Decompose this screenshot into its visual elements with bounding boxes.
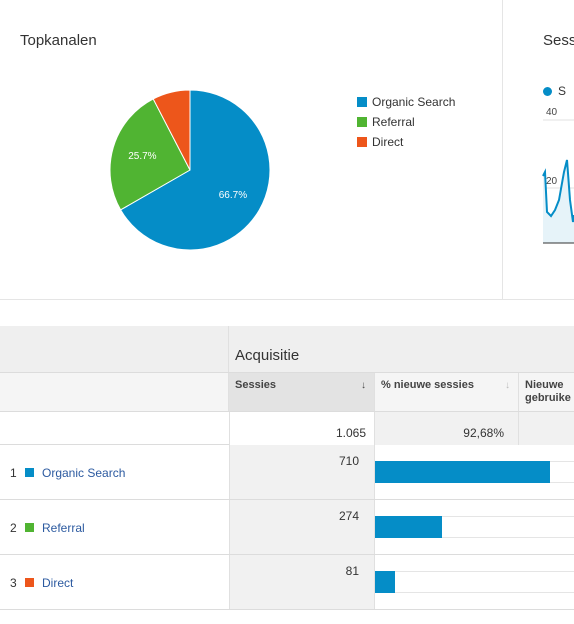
legend-swatch [357,117,367,127]
new-sessions-bar-track [375,571,574,593]
pie-slice-direct[interactable] [152,89,191,171]
new-users-header-line2: gebruike [525,392,571,404]
channel-link[interactable]: Direct [42,576,74,590]
pie-label-referral: 25.7% [128,151,156,162]
channels-table: Acquisitie Sessies ↓ % nieuwe sessies ↓ … [0,326,574,610]
new-sessions-bar-track [375,516,574,538]
totals-row: 1.065 92,68% [0,411,574,445]
dimension-header [0,373,229,412]
row-index: 1 [10,466,17,480]
y-tick-20: 20 [546,176,558,187]
pie-chart: 66.7% 25.7% [109,89,271,251]
new-sessions-bar-track [375,461,574,483]
table-group-header: Acquisitie [0,326,574,372]
sessions-legend: S [543,84,566,98]
sessions-card-title: Sess [543,32,574,49]
sessions-legend-label: S [558,84,567,98]
row-sessies-cell: 274 [229,500,375,554]
row-index: 2 [10,521,17,535]
new-sessions-header-label: % nieuwe sessies [381,379,474,391]
total-new-users-cell [519,412,574,445]
row-sessies-cell: 710 [229,445,375,499]
new-users-column-header[interactable]: Nieuwe gebruike [519,373,574,412]
table-row: 1 Organic Search 710 [0,445,574,500]
channel-color-swatch [25,468,34,477]
sessions-line [542,159,574,223]
channel-color-swatch [25,578,34,587]
legend-item-direct[interactable]: Direct [357,132,455,152]
group-header-blank [0,326,229,372]
sessions-legend-dot [543,86,552,96]
new-users-header-label: Nieuwe gebruike [525,379,571,405]
sessions-card: Sess S 40 20 [503,0,574,299]
row-sessies-value: 274 [338,509,359,523]
card-divider-vertical [502,0,503,299]
table-row: 3 Direct 81 [0,555,574,610]
y-tick-40: 40 [546,107,558,118]
top-channels-title: Topkanalen [20,32,97,49]
row-sessies-value: 81 [345,564,359,578]
row-sessies-cell: 81 [229,555,375,609]
row-sessies-value: 710 [338,454,359,468]
pie-legend: Organic Search Referral Direct [357,92,455,152]
row-index: 3 [10,576,17,590]
total-new-sessions-cell: 92,68% [375,412,519,445]
pie-slice-referral[interactable] [109,98,191,211]
section-divider [0,299,574,300]
sessions-line-chart [542,119,574,244]
total-sessies-value: 1.065 [335,426,366,440]
sessions-share-bar [375,461,550,483]
total-sessies-cell: 1.065 [229,412,375,445]
pie-label-organic-search: 66.7% [219,190,247,201]
legend-swatch [357,137,367,147]
sessions-share-bar [375,516,442,538]
channel-link[interactable]: Referral [42,521,85,535]
total-new-sessions-value: 92,68% [463,426,504,440]
legend-swatch [357,97,367,107]
sessies-column-header[interactable]: Sessies ↓ [229,373,375,412]
sessions-share-bar [375,571,395,593]
acquisition-group-title: Acquisitie [235,347,300,364]
legend-item-organic-search[interactable]: Organic Search [357,92,455,112]
new-users-header-line1: Nieuwe [525,379,564,391]
channel-link[interactable]: Organic Search [42,466,126,480]
new-sessions-column-header[interactable]: % nieuwe sessies ↓ [375,373,519,412]
legend-label: Direct [372,135,404,149]
channel-color-swatch [25,523,34,532]
top-channels-card: Topkanalen 66.7% 25.7% Organic Search Refe… [0,0,502,299]
sort-desc-icon[interactable]: ↓ [361,380,366,391]
legend-item-referral[interactable]: Referral [357,112,455,132]
column-header-row: Sessies ↓ % nieuwe sessies ↓ Nieuwe gebru… [0,372,574,412]
legend-label: Referral [372,115,415,129]
pie-slice-organic-search[interactable] [119,89,271,251]
sessies-header-label: Sessies [235,379,276,391]
sort-icon[interactable]: ↓ [505,380,510,391]
legend-label: Organic Search [372,95,456,109]
table-row: 2 Referral 274 [0,500,574,555]
